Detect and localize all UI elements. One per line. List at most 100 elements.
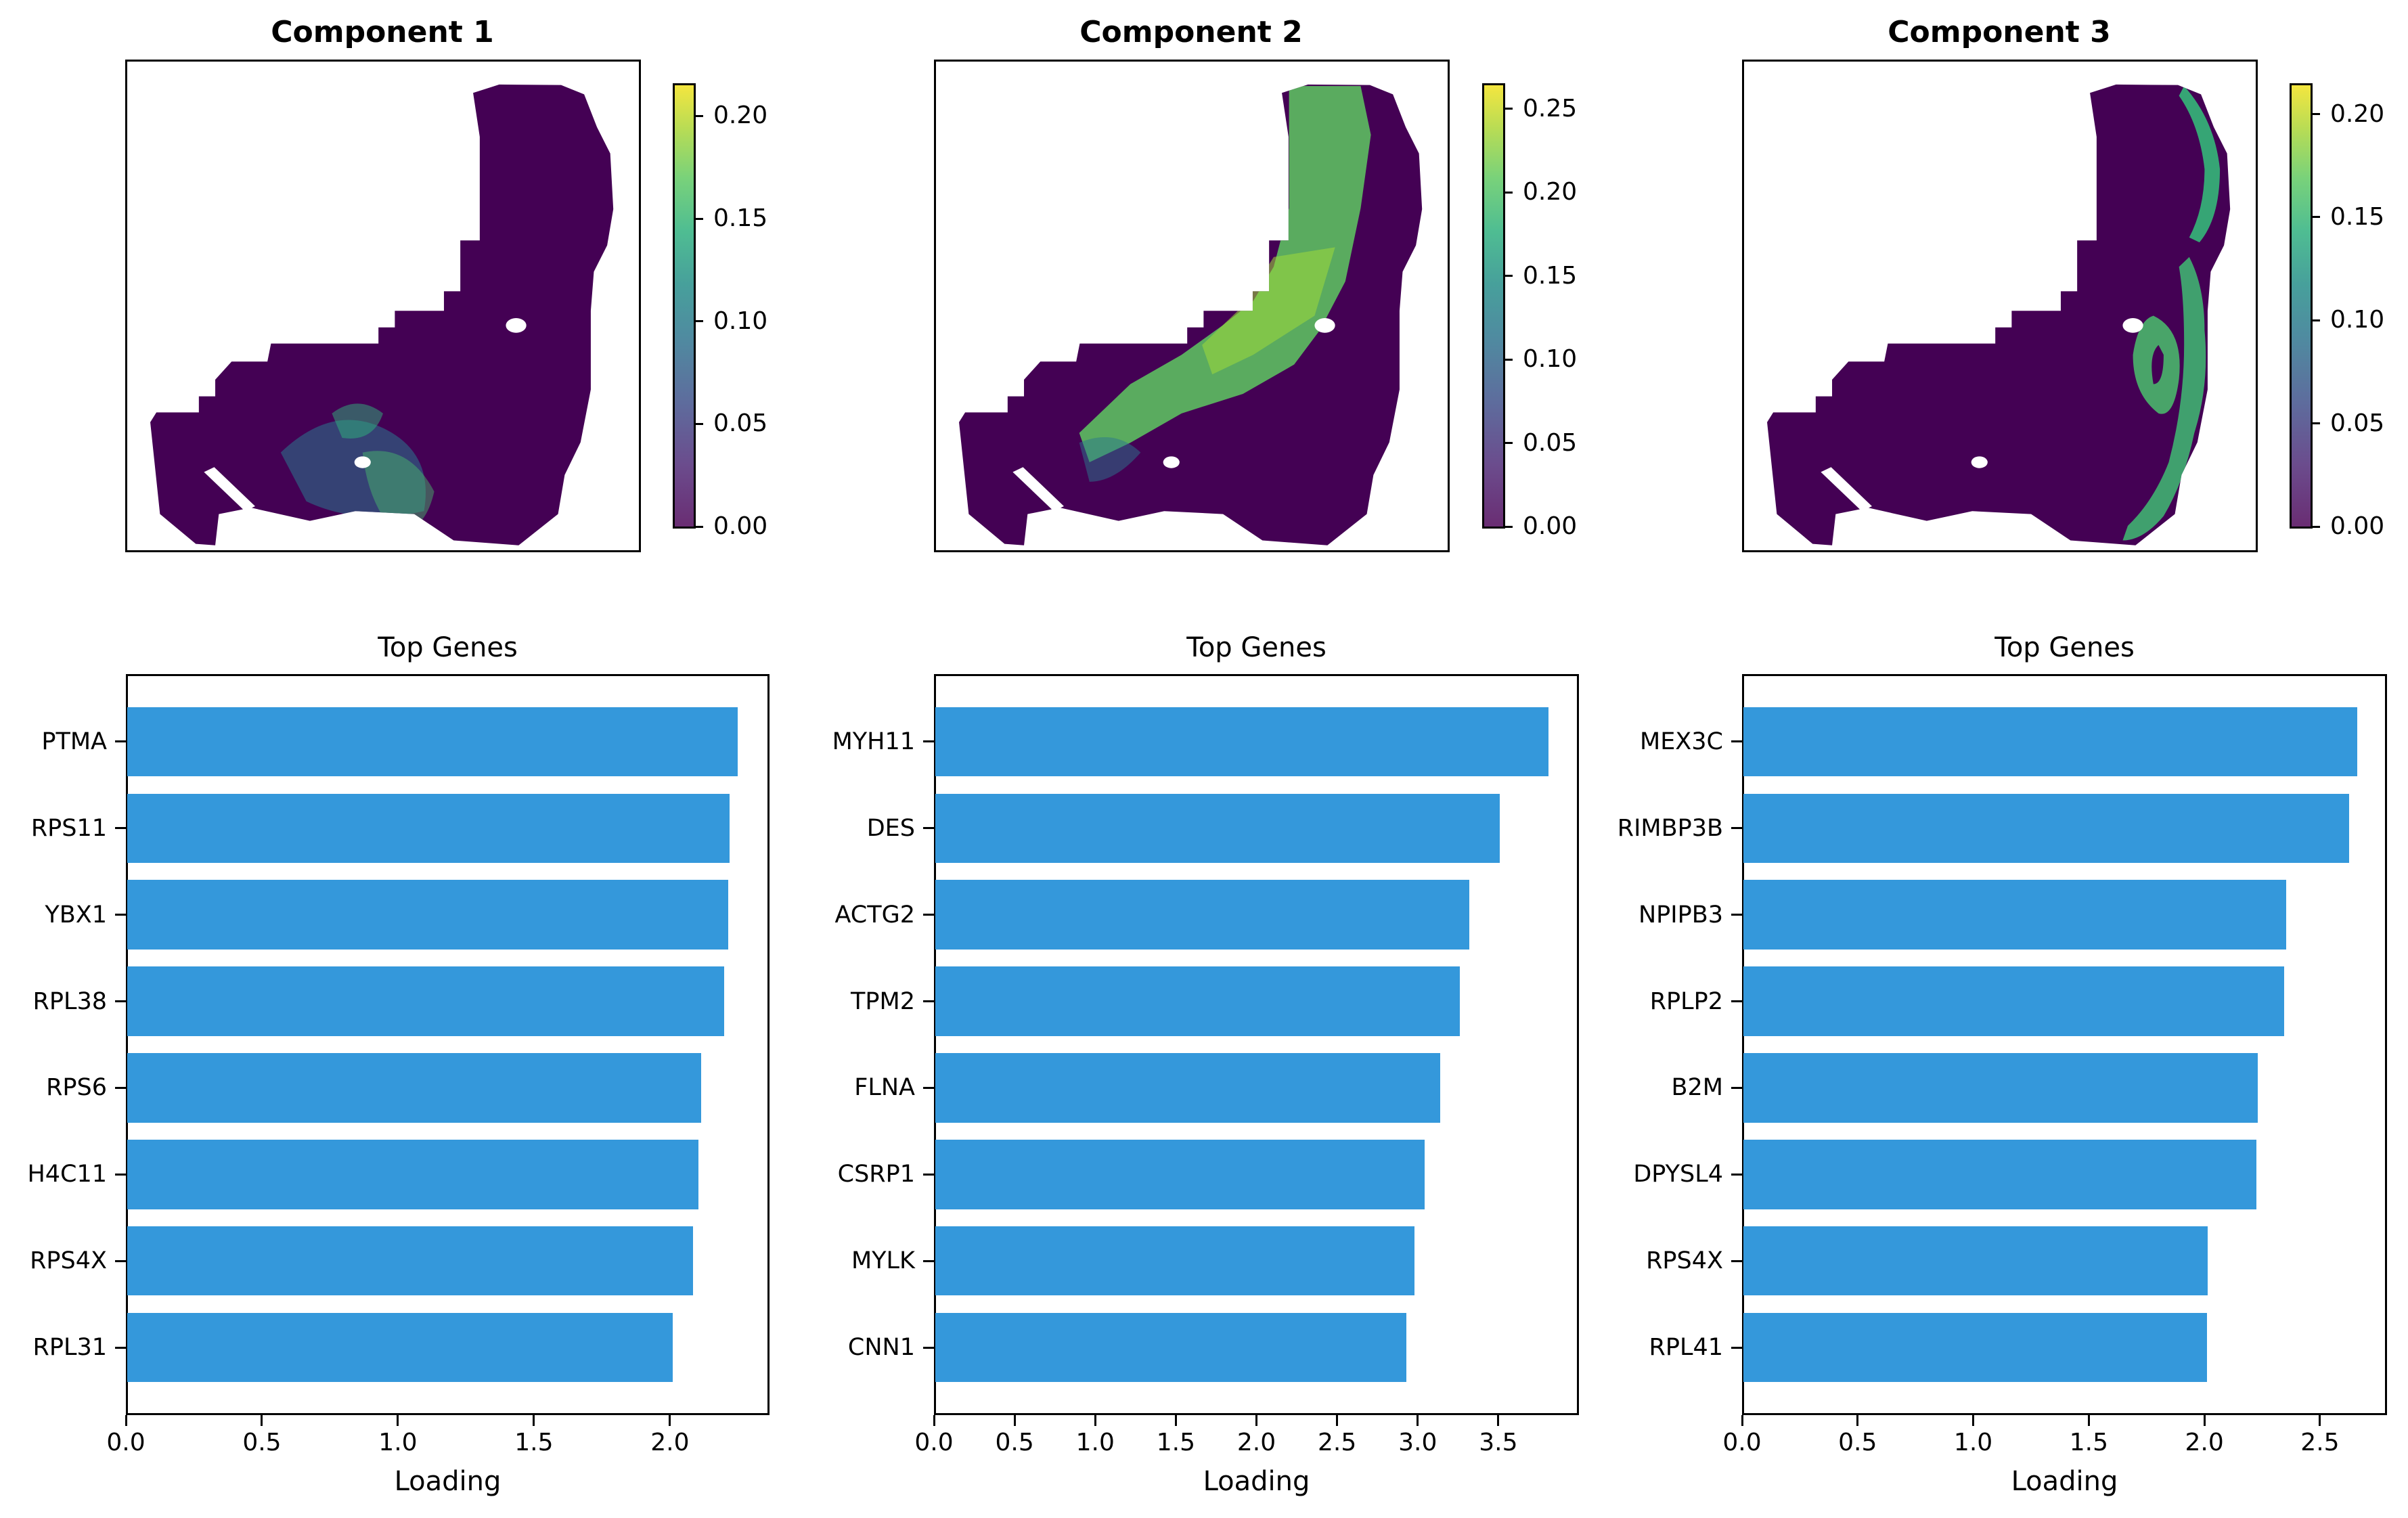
y-tick-label: H4C11 xyxy=(27,1161,107,1188)
x-tick-label: 2.5 xyxy=(1317,1429,1357,1456)
bar-myh11 xyxy=(935,707,1548,776)
x-tick-label: 3.5 xyxy=(1479,1429,1518,1456)
x-tick xyxy=(1255,1415,1257,1426)
x-tick-label: 0.5 xyxy=(242,1429,282,1456)
colorbar-2 xyxy=(1482,83,1505,529)
colorbar-tick-label: 0.05 xyxy=(1523,428,1578,457)
x-tick-label: 2.0 xyxy=(650,1429,690,1456)
y-tick xyxy=(115,1000,126,1003)
x-tick-label: 1.0 xyxy=(1075,1429,1115,1456)
y-tick-label: RPL41 xyxy=(1649,1334,1723,1362)
x-tick xyxy=(261,1415,263,1426)
y-tick-label: RIMBP3B xyxy=(1617,814,1723,842)
y-tick xyxy=(115,740,126,743)
y-tick xyxy=(923,1173,934,1176)
y-tick xyxy=(115,1346,126,1349)
x-tick xyxy=(1856,1415,1859,1426)
y-tick xyxy=(923,1086,934,1089)
colorbar-tick-label: 0.10 xyxy=(2330,306,2385,334)
colorbar-tick xyxy=(1503,525,1513,528)
y-tick-label: RPS11 xyxy=(30,814,107,842)
y-tick xyxy=(115,914,126,916)
x-tick-label: 0.0 xyxy=(1722,1429,1762,1456)
bar-npipb3 xyxy=(1743,880,2287,950)
y-tick-label: B2M xyxy=(1671,1074,1723,1102)
bar-actg2 xyxy=(935,880,1469,950)
activity-region xyxy=(2179,86,2221,243)
tissue-hole xyxy=(1314,318,1335,333)
tissue-hole xyxy=(1971,456,1988,468)
x-tick-label: 1.5 xyxy=(1156,1429,1195,1456)
colorbar-3 xyxy=(2290,83,2313,529)
tissue-map-svg-3 xyxy=(1767,84,2231,545)
x-tick xyxy=(933,1415,935,1426)
y-tick xyxy=(115,1086,126,1089)
panel-title-1: Component 1 xyxy=(271,15,494,49)
bar-cnn1 xyxy=(935,1313,1407,1383)
y-tick xyxy=(1731,1000,1742,1003)
y-tick xyxy=(1731,827,1742,830)
x-tick xyxy=(397,1415,399,1426)
bar-rimbp3b xyxy=(1743,793,2349,863)
tissue-tear xyxy=(204,467,255,512)
x-tick-label: 1.5 xyxy=(514,1429,554,1456)
x-tick xyxy=(1336,1415,1339,1426)
activity-region xyxy=(280,420,426,517)
tissue-highlights xyxy=(280,403,434,531)
activity-region xyxy=(1079,86,1371,463)
panel-title-3: Component 3 xyxy=(1888,15,2111,49)
colorbar-tick xyxy=(2311,422,2320,425)
x-tick xyxy=(1497,1415,1500,1426)
colorbar-tick-label: 0.20 xyxy=(713,102,768,130)
colorbar-tick-label: 0.15 xyxy=(713,204,768,233)
x-tick-label: 0.0 xyxy=(106,1429,146,1456)
colorbar-tick-label: 0.20 xyxy=(1523,178,1578,206)
x-tick xyxy=(1972,1415,1975,1426)
bar-mylk xyxy=(935,1226,1414,1296)
y-tick-label: TPM2 xyxy=(851,987,915,1015)
colorbar-1 xyxy=(673,83,696,529)
spatial-map-3 xyxy=(1742,60,2258,552)
colorbar-tick-label: 0.00 xyxy=(713,512,768,540)
bar-ptma xyxy=(127,707,738,776)
x-tick-label: 2.0 xyxy=(1236,1429,1276,1456)
y-tick-label: RPL31 xyxy=(32,1334,107,1362)
bar-rpl31 xyxy=(127,1313,673,1383)
x-axis-label-2: Loading xyxy=(1203,1466,1310,1497)
x-tick-label: 2.5 xyxy=(2300,1429,2340,1456)
x-tick-label: 0.5 xyxy=(1838,1429,1877,1456)
colorbar-tick-label: 0.25 xyxy=(1523,94,1578,122)
tissue-tear xyxy=(1821,467,1872,512)
colorbar-tick xyxy=(2311,525,2320,528)
x-tick xyxy=(1174,1415,1177,1426)
colorbar-tick-label: 0.15 xyxy=(1523,261,1578,290)
colorbar-tick xyxy=(1503,442,1513,444)
panel-title-2: Component 2 xyxy=(1079,15,1303,49)
y-tick xyxy=(1731,1086,1742,1089)
y-tick xyxy=(1731,914,1742,916)
colorbar-tick xyxy=(694,114,703,117)
x-tick xyxy=(1417,1415,1419,1426)
x-tick xyxy=(2319,1415,2321,1426)
tissue-map-svg-2 xyxy=(959,84,1423,545)
colorbar-tick-label: 0.15 xyxy=(2330,202,2385,231)
x-tick-label: 1.0 xyxy=(1953,1429,1993,1456)
activity-region xyxy=(362,451,434,531)
y-tick xyxy=(923,1000,934,1003)
colorbar-tick xyxy=(694,422,703,425)
colorbar-tick-label: 0.05 xyxy=(2330,409,2385,437)
activity-region xyxy=(332,403,383,439)
activity-region xyxy=(1202,247,1335,375)
bar-csrp1 xyxy=(935,1140,1425,1209)
x-tick-label: 0.5 xyxy=(995,1429,1034,1456)
colorbar-tick xyxy=(2311,113,2320,116)
x-tick xyxy=(669,1415,671,1426)
y-tick xyxy=(115,1259,126,1262)
y-tick-label: MYH11 xyxy=(832,728,915,755)
bar-flna xyxy=(935,1053,1441,1123)
colorbar-tick-label: 0.00 xyxy=(1523,512,1578,540)
bar-rps4x xyxy=(127,1226,694,1296)
colorbar-tick xyxy=(2311,216,2320,219)
bar-axes-3 xyxy=(1742,674,2387,1415)
y-tick-label: MYLK xyxy=(851,1247,915,1275)
